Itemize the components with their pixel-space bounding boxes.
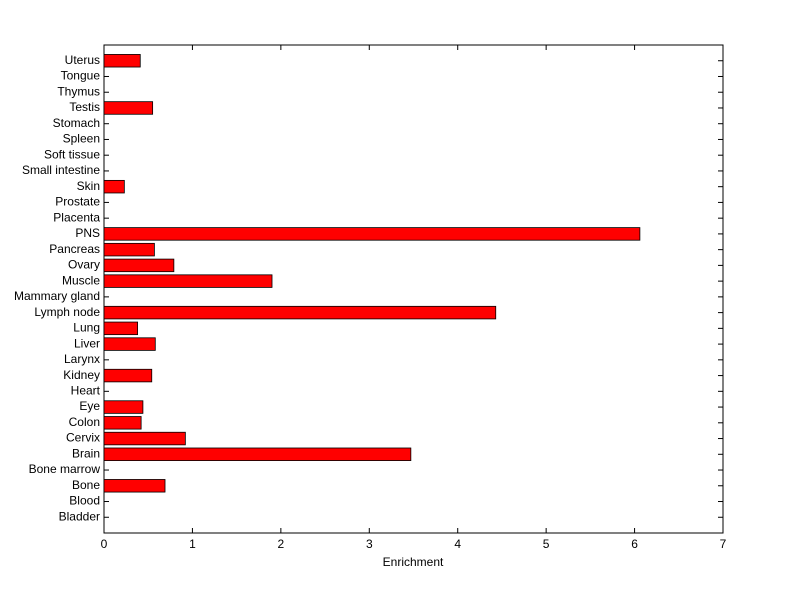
x-tick-label: 4 [454,537,461,551]
y-tick-label: Bone [72,478,100,492]
x-tick-label: 5 [543,537,550,551]
bar [103,479,166,493]
y-tick-label: Bladder [59,509,100,523]
y-tick-label: Lymph node [34,305,100,319]
bar [103,431,186,446]
y-tick-label: Uterus [65,53,100,67]
y-tick-label: Lung [73,321,100,335]
x-tick-label: 3 [366,537,373,551]
y-tick-label: Liver [74,336,100,350]
y-tick-label: Stomach [53,116,100,130]
x-tick-label: 2 [278,537,285,551]
x-tick-label: 0 [101,537,108,551]
y-tick-label: Prostate [55,195,100,209]
y-tick-label: Small intestine [22,163,100,177]
y-tick-label: Kidney [63,368,100,382]
y-tick-label: Testis [69,100,100,114]
bar [103,101,154,115]
y-tick-label: Pancreas [49,242,100,256]
y-tick-label: Bone marrow [29,462,101,476]
bar [103,400,144,414]
y-tick-label: Skin [77,179,100,193]
y-tick-label: Placenta [53,210,100,224]
y-tick-label: Tongue [61,69,101,83]
y-tick-label: Spleen [63,132,100,146]
y-tick-label: Soft tissue [44,147,100,161]
y-tick-label: Mammary gland [14,289,100,303]
bar [103,242,155,257]
y-tick-label: Ovary [68,258,100,272]
bar [103,54,141,68]
bar [103,447,412,461]
y-tick-label: PNS [75,226,100,240]
y-tick-label: Cervix [66,431,100,445]
x-tick-label: 1 [189,537,196,551]
x-axis-label: Enrichment [383,555,444,569]
bar [103,416,142,430]
bar [103,274,273,288]
bar [103,337,156,351]
y-tick-label: Thymus [57,84,100,98]
bar [103,179,125,194]
y-tick-label: Larynx [64,352,100,366]
bar [103,258,175,273]
bar [103,368,153,383]
y-tick-label: Heart [71,383,101,397]
bar [103,227,641,241]
bar [103,321,139,336]
bar [103,305,497,320]
y-tick-label: Blood [69,494,100,508]
x-tick-label: 6 [631,537,638,551]
y-tick-label: Eye [79,399,100,413]
y-tick-label: Colon [69,415,100,429]
y-tick-label: Muscle [62,273,100,287]
x-tick-label: 7 [720,537,727,551]
y-tick-label: Brain [72,446,100,460]
